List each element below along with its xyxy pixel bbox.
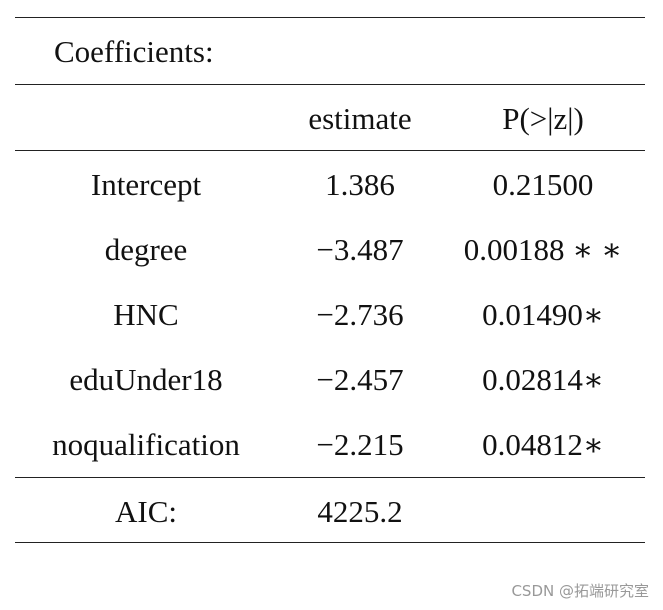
rule xyxy=(15,84,645,85)
watermark: CSDN @拓端研究室 xyxy=(511,582,649,600)
rule xyxy=(15,542,645,543)
cell-value: 0.04812∗ xyxy=(482,427,604,462)
column-header: estimate xyxy=(308,101,412,136)
cell-value: 0.02814∗ xyxy=(482,362,604,397)
cell-value: 0.00188 ∗ ∗ xyxy=(463,232,623,267)
cell-value: 0.21500 xyxy=(492,167,594,202)
row-label: degree xyxy=(104,232,188,267)
table-title: Coefficients: xyxy=(54,34,214,69)
rule xyxy=(15,150,645,151)
column-header: P(>|z|) xyxy=(502,101,584,136)
row-label: HNC xyxy=(113,297,179,332)
cell-value: −2.215 xyxy=(316,427,404,462)
rule xyxy=(15,17,645,18)
cell-value: −3.487 xyxy=(316,232,404,267)
cell-value: 0.01490∗ xyxy=(482,297,604,332)
rule xyxy=(15,477,645,478)
cell-value: −2.736 xyxy=(316,297,404,332)
footer-label: AIC: xyxy=(115,494,177,529)
row-label: eduUnder18 xyxy=(69,362,223,397)
cell-value: −2.457 xyxy=(316,362,404,397)
footer-value: 4225.2 xyxy=(317,494,403,529)
row-label: Intercept xyxy=(90,167,202,202)
cell-value: 1.386 xyxy=(325,167,395,202)
row-label: noqualification xyxy=(52,427,240,462)
